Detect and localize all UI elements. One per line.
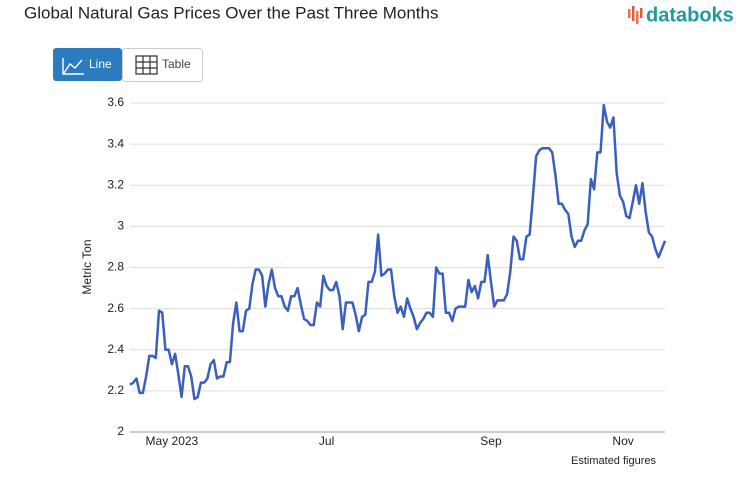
logo: databoks (628, 4, 734, 26)
y-tick-label: 2.8 (107, 260, 124, 274)
note: Estimated figures (571, 455, 656, 467)
logo-text: databoks (646, 4, 734, 26)
y-axis-label: Metric Ton (80, 239, 94, 294)
y-tick-label: 3.2 (107, 177, 124, 191)
logo-icon (632, 6, 635, 21)
y-tick-label: 2.2 (107, 383, 124, 397)
logo-icon (628, 9, 631, 18)
table-icon (135, 55, 158, 75)
line-tab[interactable] (53, 48, 122, 81)
y-tick-label: 3 (117, 219, 124, 233)
y-tick-label: 2.6 (107, 301, 124, 315)
x-tick-label: Sep (480, 434, 502, 448)
line-icon (62, 58, 84, 75)
y-tick-label: 3.6 (107, 95, 124, 109)
y-tick-label: 2 (117, 424, 124, 438)
logo-icon (636, 11, 639, 24)
logo-icon (640, 8, 643, 18)
table-tab-label: Table (162, 57, 191, 71)
line (129, 103, 667, 401)
x-tick-label: Jul (319, 434, 334, 448)
x-tick-label: May 2023 (146, 434, 199, 448)
x-tick-label: Nov (612, 434, 633, 448)
y-tick-label: 3.4 (107, 136, 124, 150)
chart-title: Global Natural Gas Prices Over the Past … (24, 3, 438, 22)
line-tab-label: Line (89, 57, 112, 71)
y-tick-label: 2.4 (107, 342, 124, 356)
